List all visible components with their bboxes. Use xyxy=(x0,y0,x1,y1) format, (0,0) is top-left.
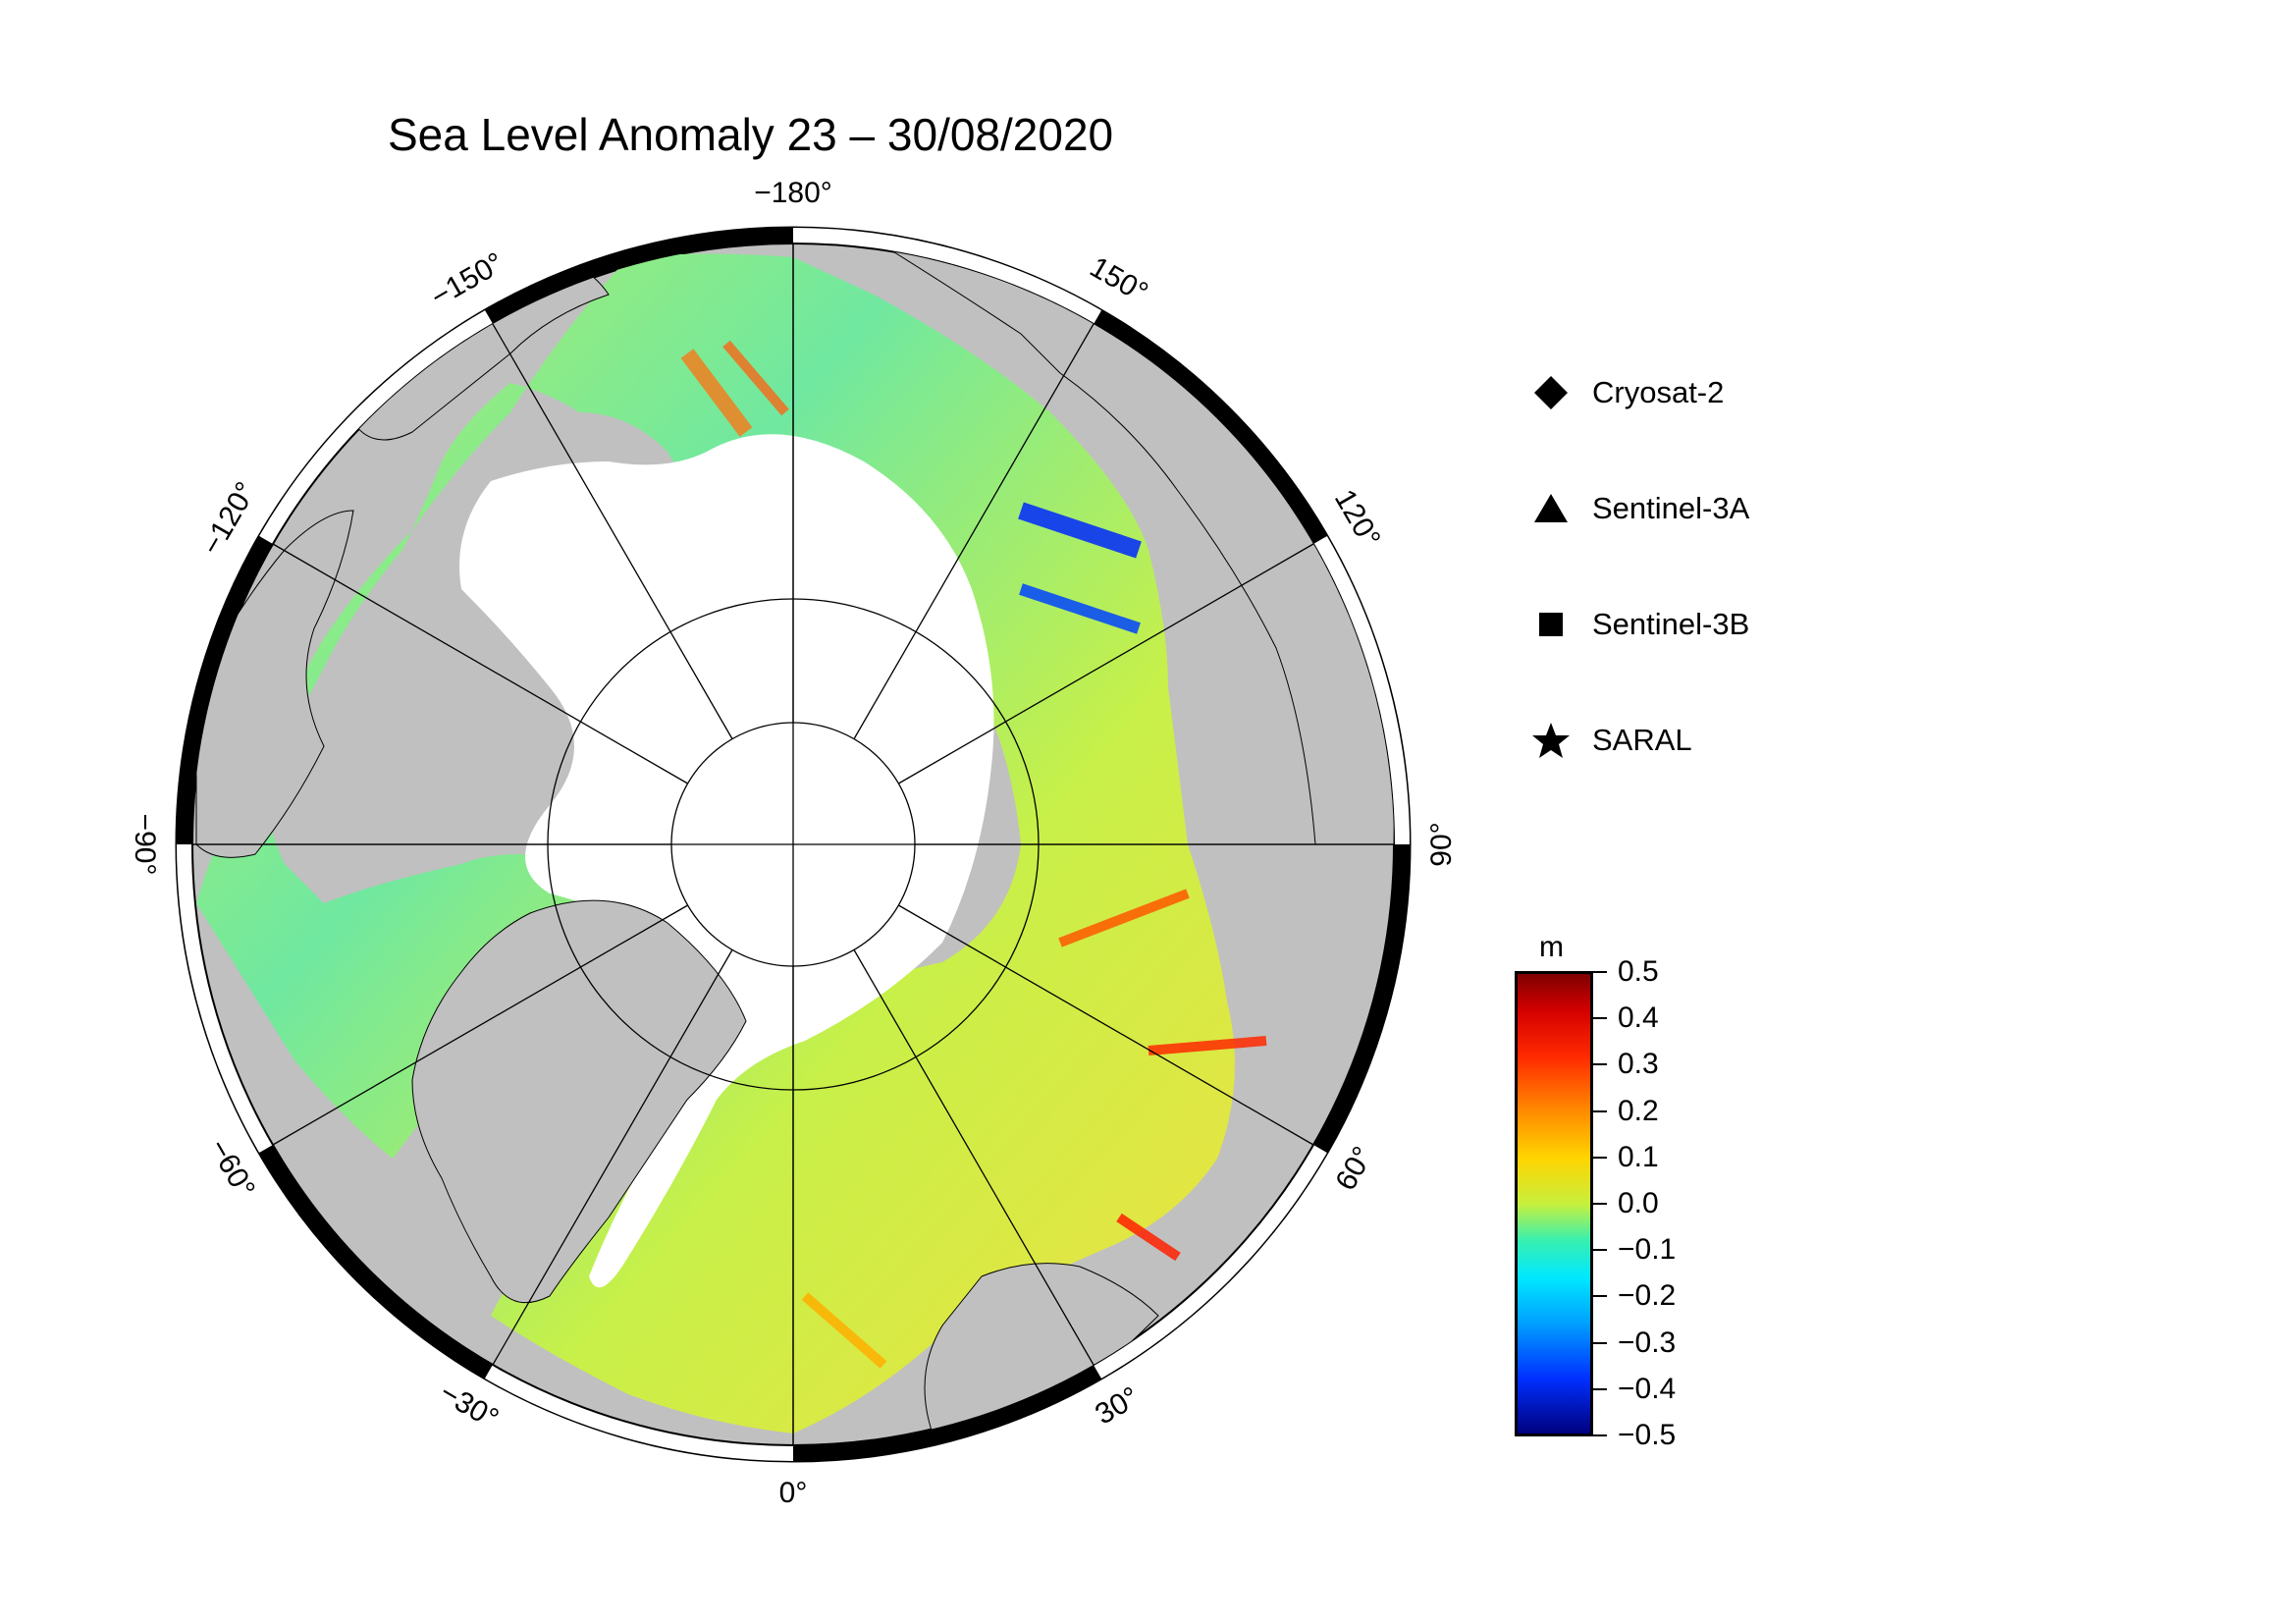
legend-label: Cryosat-2 xyxy=(1592,375,1725,409)
colorbar-tick-label: −0.2 xyxy=(1618,1279,1677,1313)
colorbar-tick xyxy=(1593,1156,1607,1159)
frame-segment xyxy=(1093,310,1327,545)
frame-segment xyxy=(259,1144,494,1379)
colorbar-tick-label: 0.5 xyxy=(1618,955,1659,988)
colorbar-tick xyxy=(1593,1295,1607,1298)
frame-segment xyxy=(177,843,273,1153)
meridian-line xyxy=(898,904,1314,1146)
colorbar-tick xyxy=(1593,1341,1607,1344)
meridian-label: 60° xyxy=(1329,1141,1379,1196)
map-title: Sea Level Anomaly 23 – 30/08/2020 xyxy=(388,109,1114,160)
diamond-icon xyxy=(1534,376,1568,409)
sea-ice xyxy=(459,434,994,1288)
legend-label: Sentinel-3B xyxy=(1592,607,1750,641)
frame-segment xyxy=(1093,1144,1327,1379)
frame-segment xyxy=(177,536,273,845)
meridian-label: −60° xyxy=(202,1134,261,1204)
colorbar-tick-label: −0.1 xyxy=(1618,1233,1677,1267)
colorbar-tick xyxy=(1593,1063,1607,1066)
meridians xyxy=(192,243,1394,1445)
colorbar-tick-label: −0.4 xyxy=(1618,1372,1677,1405)
meridian-label: −30° xyxy=(434,1377,504,1435)
colorbar-unit: m xyxy=(1539,931,1564,963)
meridian-line xyxy=(853,323,1095,739)
colorbar-tick xyxy=(1593,971,1607,973)
frame-segment xyxy=(1313,536,1410,845)
meridian-line xyxy=(492,949,733,1366)
greenland-land xyxy=(411,899,747,1304)
meridian-label: 120° xyxy=(1328,484,1387,553)
frame-segment xyxy=(485,1365,794,1461)
legend-label: Sentinel-3A xyxy=(1592,491,1750,525)
frame-ticks xyxy=(177,228,1410,1461)
legend-label: SARAL xyxy=(1592,723,1692,757)
colorbar-tick-label: −0.3 xyxy=(1618,1325,1677,1359)
colorbar-tick xyxy=(1593,1249,1607,1252)
meridian-label: 0° xyxy=(779,1477,808,1509)
ocean-data xyxy=(196,253,1235,1434)
colorbar xyxy=(1515,971,1593,1436)
canada-land xyxy=(195,510,354,858)
star-icon xyxy=(1532,723,1570,758)
colorbar-tick-label: 0.2 xyxy=(1618,1094,1659,1127)
colorbar-tick xyxy=(1593,1387,1607,1390)
frame-segment xyxy=(792,1365,1101,1461)
meridian-label: 150° xyxy=(1085,251,1153,310)
square-icon xyxy=(1539,613,1563,636)
satellite-legend: Cryosat-2 Sentinel-3A Sentinel-3B SARAL xyxy=(1531,373,1749,837)
colorbar-tick xyxy=(1593,1017,1607,1020)
frame-segment xyxy=(1313,843,1410,1153)
meridian-line xyxy=(853,949,1095,1366)
meridian-label: −90° xyxy=(129,814,161,876)
frame-segment xyxy=(259,310,494,545)
colorbar-tick xyxy=(1593,1109,1607,1112)
legend-item: Sentinel-3B xyxy=(1531,605,1749,644)
meridian-line xyxy=(492,323,733,739)
colorbar-tick xyxy=(1593,1203,1607,1205)
meridian-label: 90° xyxy=(1425,822,1458,866)
colorbar-tick-label: −0.5 xyxy=(1618,1419,1677,1451)
frame-segment xyxy=(485,228,794,324)
colorbar-tick-label: 0.3 xyxy=(1618,1048,1659,1081)
meridian-line xyxy=(272,904,688,1146)
legend-item: Sentinel-3A xyxy=(1531,489,1749,528)
meridian-line xyxy=(898,543,1314,784)
frame-segment xyxy=(792,228,1101,324)
colorbar-tick-label: 0.4 xyxy=(1618,1001,1659,1035)
legend-item: Cryosat-2 xyxy=(1531,373,1749,412)
legend-item: SARAL xyxy=(1531,721,1749,760)
colorbar-tick-label: 0.0 xyxy=(1618,1187,1659,1219)
meridian-label: −180° xyxy=(754,177,832,209)
colorbar-tick-label: 0.1 xyxy=(1618,1140,1659,1173)
triangle-icon xyxy=(1534,494,1568,522)
colorbar-tick xyxy=(1593,1434,1607,1436)
anomaly-tracks xyxy=(680,340,1267,1369)
meridian-label: 30° xyxy=(1090,1380,1145,1431)
meridian-line xyxy=(272,543,688,784)
